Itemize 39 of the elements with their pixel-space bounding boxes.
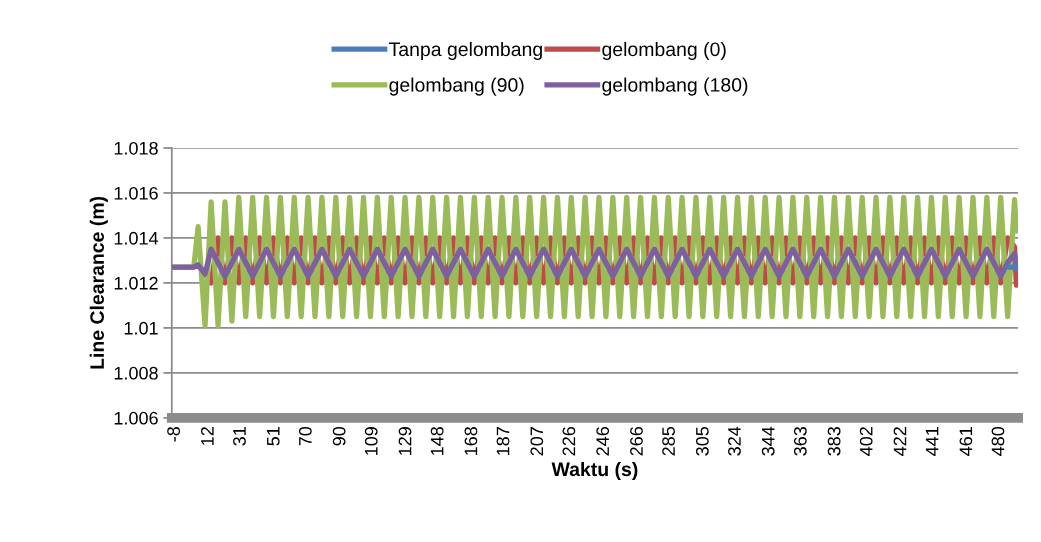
x-tick-label: 266 <box>630 427 643 456</box>
x-tick-label: 344 <box>761 426 775 456</box>
x-tick-label: 480 <box>991 426 1005 456</box>
legend-label: gelombang (0) <box>602 41 726 61</box>
x-tick-label: -8 <box>167 427 180 442</box>
x-tick-label: 109 <box>364 427 378 455</box>
legend-label: Tanpa gelombang <box>389 41 542 61</box>
x-tick-label: 422 <box>893 427 907 456</box>
x-axis-title: Waktu (s) <box>551 461 638 481</box>
x-tick-label: 363 <box>793 427 807 456</box>
x-tick-label: 70 <box>298 426 312 446</box>
x-tick-label: 129 <box>398 427 412 455</box>
y-tick-label: 1.016 <box>114 186 158 200</box>
x-tick-label: 51 <box>267 427 280 446</box>
y-tick-label: 1.008 <box>114 366 158 380</box>
y-tick-label: 1.006 <box>114 411 158 425</box>
y-tick-label: 1.014 <box>114 231 159 245</box>
x-tick-label: 207 <box>530 427 544 456</box>
x-tick-label: 285 <box>662 426 675 456</box>
x-tick-label: 187 <box>496 427 510 455</box>
y-tick-label: 1.012 <box>114 276 158 290</box>
x-tick-label: 90 <box>332 426 346 446</box>
x-tick-label: 461 <box>959 427 973 456</box>
legend-label: gelombang (90) <box>389 77 524 96</box>
x-tick-label: 441 <box>925 427 939 456</box>
x-tick-label: 148 <box>430 427 444 455</box>
x-tick-label: 402 <box>859 427 873 456</box>
x-tick-label: 324 <box>728 426 741 456</box>
x-tick-label: 12 <box>200 427 214 445</box>
x-tick-label: 31 <box>233 427 246 446</box>
y-tick-label: 1.018 <box>114 141 158 155</box>
y-tick-label: 1.01 <box>124 321 158 335</box>
y-axis-title: Line Clearance (m) <box>89 196 108 369</box>
x-tick-label: 246 <box>596 427 610 456</box>
x-tick-label: 226 <box>562 427 576 456</box>
legend-label: gelombang (180) <box>602 77 748 96</box>
x-tick-label: 383 <box>827 427 841 456</box>
x-tick-label: 168 <box>464 427 478 455</box>
x-tick-label: 305 <box>695 426 709 456</box>
